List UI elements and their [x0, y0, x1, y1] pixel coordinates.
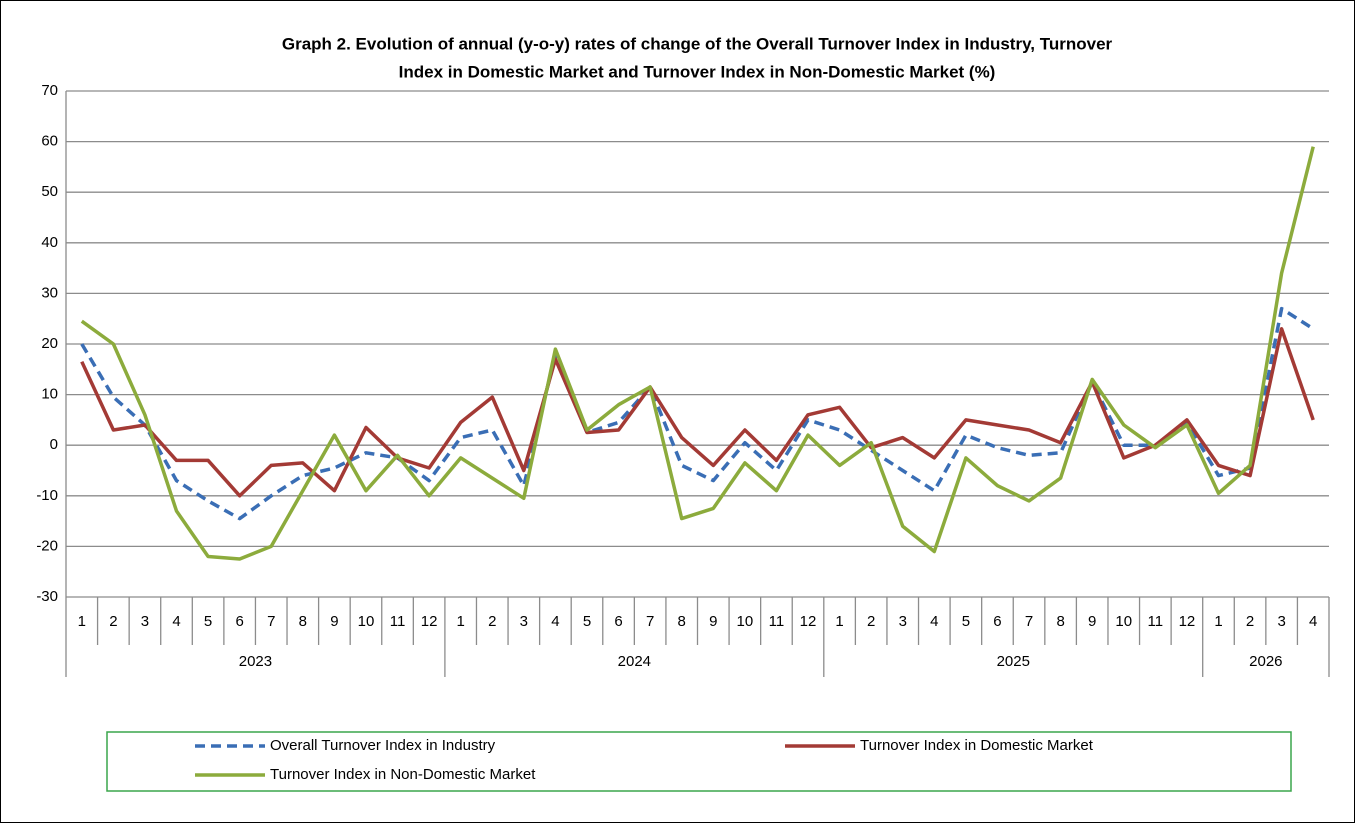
y-tick-label: 20: [41, 335, 58, 352]
x-tick-label: 8: [299, 613, 307, 630]
x-tick-label: 7: [267, 613, 275, 630]
legend-label: Overall Turnover Index in Industry: [270, 737, 496, 754]
y-tick-label: 70: [41, 82, 58, 99]
x-tick-label: 6: [235, 613, 243, 630]
x-tick-label: 1: [835, 613, 843, 630]
x-tick-label: 11: [769, 613, 785, 630]
x-tick-label: 10: [737, 613, 754, 630]
x-tick-label: 4: [1309, 613, 1317, 630]
x-tick-label: 2: [109, 613, 117, 630]
year-label: 2024: [618, 653, 651, 670]
y-tick-label: -30: [36, 588, 58, 605]
x-tick-label: 7: [646, 613, 654, 630]
x-tick-label: 7: [1025, 613, 1033, 630]
legend-box: [106, 731, 1292, 792]
legend-label: Turnover Index in Non-Domestic Market: [270, 766, 536, 783]
x-tick-label: 3: [899, 613, 907, 630]
x-tick-label: 5: [583, 613, 591, 630]
x-tick-label: 1: [78, 613, 86, 630]
year-label: 2023: [239, 653, 272, 670]
legend-label: Turnover Index in Domestic Market: [860, 737, 1094, 754]
x-tick-label: 5: [204, 613, 212, 630]
y-tick-label: 30: [41, 284, 58, 301]
x-tick-label: 1: [457, 613, 465, 630]
series-line: [80, 306, 1315, 521]
y-tick-label: 0: [50, 436, 58, 453]
x-tick-label: 4: [551, 613, 559, 630]
year-label: 2025: [997, 653, 1030, 670]
x-tick-label: 2: [1246, 613, 1254, 630]
y-tick-label: -20: [36, 537, 58, 554]
y-tick-label: 40: [41, 234, 58, 251]
x-tick-label: 1: [1214, 613, 1222, 630]
x-tick-label: 6: [993, 613, 1001, 630]
x-tick-label: 3: [141, 613, 149, 630]
y-tick-label: 10: [41, 386, 58, 403]
chart-title: Graph 2. Evolution of annual (y-o-y) rat…: [282, 34, 1113, 53]
series-line: [80, 327, 1315, 498]
x-tick-label: 3: [1277, 613, 1285, 630]
x-tick-label: 12: [1179, 613, 1196, 630]
x-tick-label: 9: [330, 613, 338, 630]
x-tick-label: 6: [614, 613, 622, 630]
x-tick-label: 8: [678, 613, 686, 630]
y-tick-label: 60: [41, 133, 58, 150]
x-tick-label: 10: [358, 613, 375, 630]
x-tick-label: 4: [930, 613, 938, 630]
y-tick-label: -10: [36, 487, 58, 504]
x-tick-label: 9: [709, 613, 717, 630]
x-tick-label: 11: [1148, 613, 1164, 630]
x-tick-label: 11: [390, 613, 406, 630]
x-tick-label: 10: [1115, 613, 1132, 630]
x-tick-label: 5: [962, 613, 970, 630]
x-tick-label: 3: [520, 613, 528, 630]
x-tick-label: 8: [1056, 613, 1064, 630]
x-tick-label: 4: [172, 613, 180, 630]
chart-title: Index in Domestic Market and Turnover In…: [399, 62, 996, 81]
y-tick-label: 50: [41, 183, 58, 200]
x-tick-label: 2: [867, 613, 875, 630]
series-line: [80, 146, 1315, 561]
x-tick-label: 12: [800, 613, 817, 630]
x-tick-label: 9: [1088, 613, 1096, 630]
x-tick-label: 2: [488, 613, 496, 630]
x-tick-label: 12: [421, 613, 438, 630]
year-label: 2026: [1249, 653, 1282, 670]
